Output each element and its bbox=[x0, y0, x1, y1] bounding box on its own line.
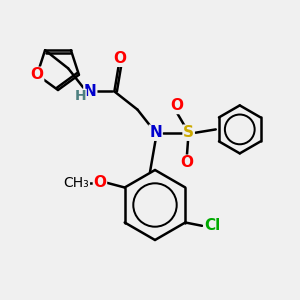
Text: O: O bbox=[113, 51, 126, 66]
Text: S: S bbox=[183, 125, 194, 140]
Text: N: N bbox=[84, 84, 97, 99]
Text: O: O bbox=[93, 175, 106, 190]
Text: Cl: Cl bbox=[204, 218, 220, 233]
Text: O: O bbox=[171, 98, 184, 113]
Text: O: O bbox=[31, 67, 44, 82]
Text: N: N bbox=[149, 125, 162, 140]
Text: H: H bbox=[74, 89, 86, 103]
Text: CH₃: CH₃ bbox=[64, 176, 89, 190]
Text: O: O bbox=[181, 155, 194, 170]
